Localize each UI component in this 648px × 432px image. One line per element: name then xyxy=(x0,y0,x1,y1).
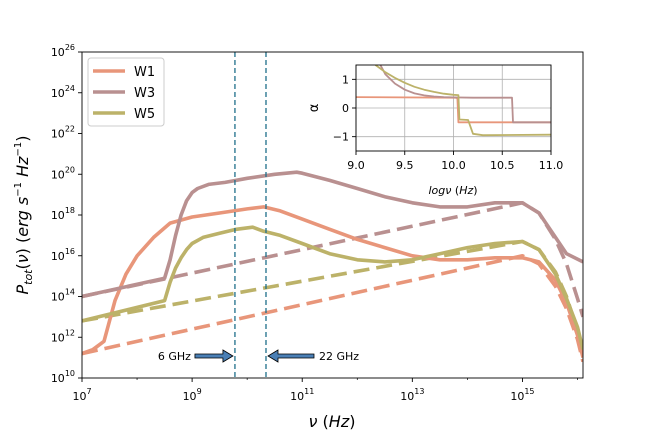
inset-x-tick-label: 10.5 xyxy=(490,159,515,172)
inset-x-tick-label: 10.0 xyxy=(441,159,466,172)
inset-y-tick-label: 0 xyxy=(342,102,349,115)
inset-x-tick-label: 11.0 xyxy=(539,159,564,172)
inset-x-tick-label: 9.0 xyxy=(347,159,365,172)
annotations: 6 GHz 22 GHz xyxy=(158,349,359,363)
y-tick-label: 1014 xyxy=(51,288,75,304)
main-x-ticks: 107 109 1011 1013 1015 xyxy=(72,378,578,403)
x-tick-label: 1013 xyxy=(400,387,424,403)
legend: W1 W3 W5 xyxy=(87,57,165,127)
main-y-axis-label: Ptot(ν) (erg s−1 Hz−1) xyxy=(13,135,35,294)
label-22ghz: 22 GHz xyxy=(319,350,359,363)
x-tick-label: 109 xyxy=(183,387,202,403)
label-6ghz: 6 GHz xyxy=(158,350,191,363)
x-tick-label: 107 xyxy=(72,387,91,403)
series-w3-solid xyxy=(82,170,583,299)
inset-series-group xyxy=(356,65,551,137)
y-tick-label: 1026 xyxy=(51,43,75,59)
y-tick-label: 1016 xyxy=(51,247,75,263)
legend-label-w3: W3 xyxy=(134,86,155,101)
x-tick-label: 1015 xyxy=(510,387,534,403)
legend-label-w5: W5 xyxy=(134,107,155,122)
series-w5-solid xyxy=(82,225,583,350)
legend-frame xyxy=(87,57,165,127)
inset-series-w5 xyxy=(374,65,551,137)
inset-y-tick-label: 1 xyxy=(342,73,349,86)
inset-series-w3 xyxy=(379,65,551,124)
arrow-22ghz xyxy=(267,349,315,363)
y-tick-label: 1012 xyxy=(51,328,75,344)
vertical-lines-group xyxy=(234,52,267,378)
inset-y-tick-label: −1 xyxy=(333,131,349,144)
main-y-ticks: 1010 1012 1014 1016 1018 1020 1022 1024 1026 xyxy=(51,43,82,385)
y-tick-label: 1022 xyxy=(51,125,75,141)
legend-entries: W1 W3 W5 xyxy=(93,65,155,122)
legend-label-w1: W1 xyxy=(134,65,155,80)
y-tick-label: 1020 xyxy=(51,165,75,181)
x-tick-label: 1011 xyxy=(290,387,314,403)
series-w1-solid xyxy=(82,205,583,359)
inset-x-tick-label: 9.5 xyxy=(396,159,414,172)
inset-y-ticks: 1 0 −1 xyxy=(333,73,356,144)
inset-x-axis-label: logν (Hz) xyxy=(428,184,477,197)
y-tick-label: 1024 xyxy=(51,84,75,100)
inset-y-axis-label: α xyxy=(307,104,322,113)
arrow-6ghz xyxy=(194,349,234,363)
main-series-group xyxy=(82,170,583,363)
y-tick-label: 1010 xyxy=(51,369,75,385)
inset-x-ticks: 9.0 9.5 10.0 10.5 11.0 xyxy=(347,151,563,172)
y-tick-label: 1018 xyxy=(51,206,75,222)
main-x-axis-label: ν (Hz) xyxy=(309,412,356,431)
inset-chart: 9.0 9.5 10.0 10.5 11.0 1 0 −1 logν (Hz) α xyxy=(307,64,563,197)
